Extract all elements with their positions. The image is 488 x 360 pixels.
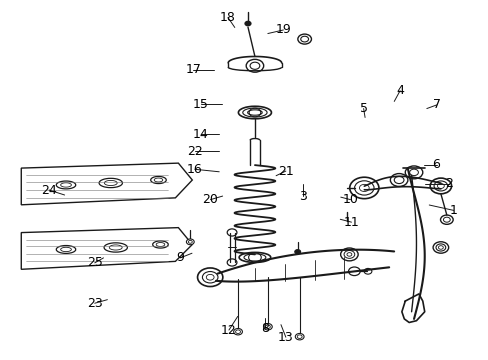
Text: 18: 18 <box>220 11 235 24</box>
Text: 6: 6 <box>432 158 440 171</box>
Text: 22: 22 <box>186 145 203 158</box>
Text: 2: 2 <box>444 177 452 190</box>
Text: 7: 7 <box>432 99 440 112</box>
Circle shape <box>295 333 304 340</box>
Text: 12: 12 <box>221 324 236 337</box>
Circle shape <box>244 21 250 26</box>
Text: 1: 1 <box>449 204 457 217</box>
Text: 15: 15 <box>192 98 208 111</box>
Text: 17: 17 <box>185 63 201 76</box>
Circle shape <box>440 215 452 224</box>
Text: 14: 14 <box>192 128 208 141</box>
Text: 21: 21 <box>277 165 293 177</box>
Text: 25: 25 <box>87 256 102 269</box>
Text: 19: 19 <box>275 23 291 36</box>
Text: 16: 16 <box>186 163 203 176</box>
Text: 5: 5 <box>359 102 367 115</box>
Circle shape <box>263 324 272 330</box>
Text: 24: 24 <box>41 184 57 197</box>
Text: 23: 23 <box>87 297 102 310</box>
Text: 4: 4 <box>395 84 403 97</box>
Circle shape <box>432 242 448 253</box>
Circle shape <box>294 249 300 254</box>
Text: 13: 13 <box>277 331 293 344</box>
Circle shape <box>389 174 407 186</box>
Circle shape <box>297 34 311 44</box>
Text: 3: 3 <box>298 190 306 203</box>
Text: 9: 9 <box>176 251 184 264</box>
Circle shape <box>429 178 450 194</box>
Text: 20: 20 <box>202 193 218 206</box>
Text: 11: 11 <box>343 216 359 229</box>
Circle shape <box>233 328 242 335</box>
Text: 10: 10 <box>342 193 358 206</box>
Circle shape <box>186 239 194 245</box>
Text: 8: 8 <box>261 322 269 335</box>
